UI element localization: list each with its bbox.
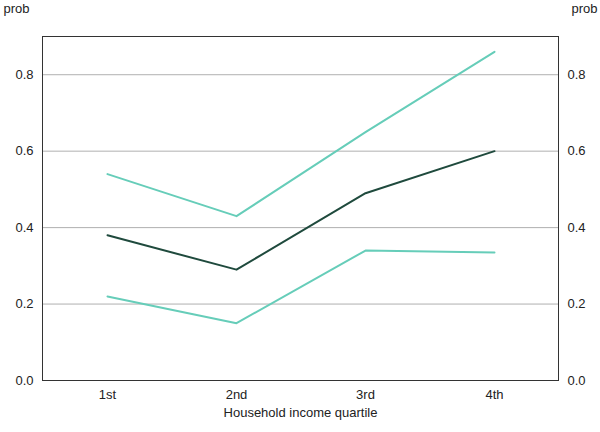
svg-text:3rd: 3rd bbox=[356, 387, 375, 402]
svg-text:Household income quartile: Household income quartile bbox=[224, 405, 378, 420]
svg-text:1st: 1st bbox=[99, 387, 117, 402]
svg-text:0.2: 0.2 bbox=[15, 296, 33, 311]
svg-text:0.8: 0.8 bbox=[568, 67, 586, 82]
svg-text:0.4: 0.4 bbox=[568, 220, 586, 235]
svg-text:prob: prob bbox=[571, 1, 597, 16]
svg-text:0.4: 0.4 bbox=[15, 220, 33, 235]
svg-text:prob: prob bbox=[4, 1, 30, 16]
svg-text:0.8: 0.8 bbox=[15, 67, 33, 82]
svg-text:2nd: 2nd bbox=[226, 387, 248, 402]
svg-text:0.2: 0.2 bbox=[568, 296, 586, 311]
svg-text:0.6: 0.6 bbox=[15, 143, 33, 158]
svg-text:4th: 4th bbox=[485, 387, 503, 402]
svg-text:0.0: 0.0 bbox=[568, 373, 586, 388]
svg-text:0.6: 0.6 bbox=[568, 143, 586, 158]
svg-text:0.0: 0.0 bbox=[15, 373, 33, 388]
